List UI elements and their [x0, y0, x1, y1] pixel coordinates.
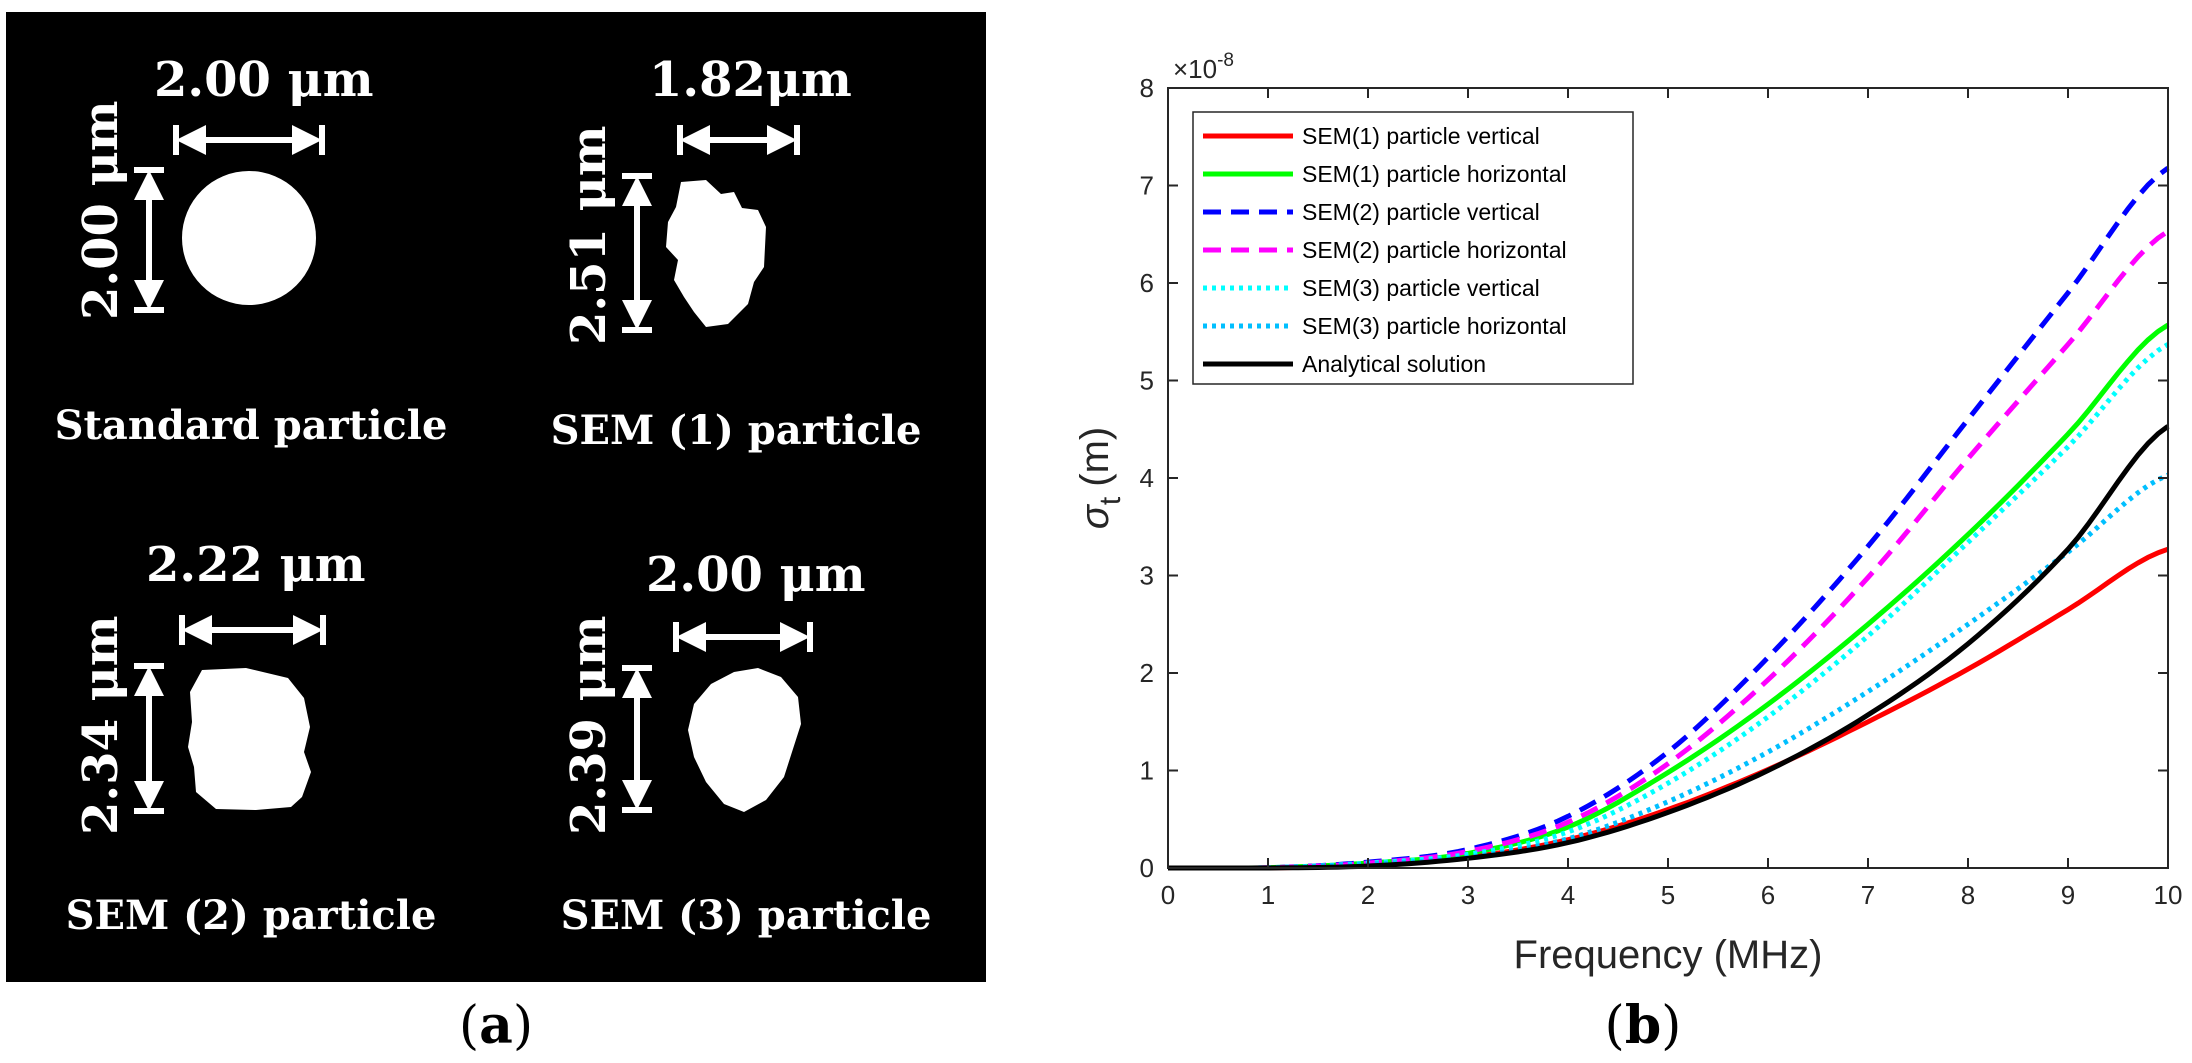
x-tick-label: 2 [1361, 880, 1375, 910]
sem2-width-label: 2.22 μm [146, 537, 366, 593]
sem1-particle-image [622, 125, 800, 333]
x-tick-label: 4 [1561, 880, 1575, 910]
y-tick-label: 7 [1140, 171, 1154, 201]
standard-width-label: 2.00 μm [154, 52, 374, 108]
sem2-particle-image [134, 615, 326, 814]
y-multiplier: ×10-8 [1173, 50, 1234, 84]
x-tick-label: 7 [1861, 880, 1875, 910]
sem1-particle-shape [666, 180, 766, 327]
x-tick-label: 3 [1461, 880, 1475, 910]
x-axis-title: Frequency (MHz) [1514, 933, 1823, 977]
panel-a-caption: (a) [458, 995, 534, 1056]
sem2-particle-shape [188, 668, 311, 810]
legend-entry-label: Analytical solution [1302, 351, 1486, 377]
sem2-particle-label: SEM (2) particle [65, 892, 437, 939]
legend-entry-label: SEM(3) particle horizontal [1302, 313, 1567, 339]
sem1-particle-label: SEM (1) particle [550, 407, 922, 454]
standard-particle-label: Standard particle [54, 402, 448, 449]
y-tick-label: 2 [1140, 658, 1154, 688]
y-tick-label: 0 [1140, 853, 1154, 883]
y-tick-label: 5 [1140, 366, 1154, 396]
legend-entry-label: SEM(1) particle vertical [1302, 123, 1540, 149]
x-tick-label: 10 [2154, 880, 2183, 910]
y-tick-label: 3 [1140, 561, 1154, 591]
series-line-4 [1168, 229, 2170, 871]
y-tick-label: 1 [1140, 756, 1154, 786]
legend-entry-label: SEM(2) particle horizontal [1302, 237, 1567, 263]
sem3-particle-image [622, 622, 813, 813]
x-tick-label: 5 [1661, 880, 1675, 910]
legend-entry-label: SEM(1) particle horizontal [1302, 161, 1567, 187]
y-tick-label: 8 [1140, 73, 1154, 103]
particle-shapes [134, 125, 813, 814]
particle-images-panel: 2.00 μm 2.00 μm Standard particle 1.82μm… [6, 12, 986, 982]
panel-b-caption: (b) [1604, 995, 1682, 1056]
y-tick-label: 4 [1140, 463, 1154, 493]
x-tick-label: 8 [1961, 880, 1975, 910]
x-tick-label: 1 [1261, 880, 1275, 910]
legend: SEM(1) particle vertical SEM(1) particle … [1192, 111, 1634, 385]
sem3-particle-label: SEM (3) particle [560, 892, 932, 939]
x-tick-label: 6 [1761, 880, 1775, 910]
sem1-width-label: 1.82μm [649, 52, 852, 108]
sem3-width-label: 2.00 μm [646, 547, 866, 603]
ticks-layer: 0 1 2 3 4 5 6 7 8 9 10 0 1 2 3 4 5 6 7 8 [1140, 73, 2183, 910]
x-tick-label: 9 [2061, 880, 2075, 910]
standard-particle-shape [182, 171, 316, 305]
series-line-5 [1168, 342, 2170, 871]
standard-particle-image [134, 125, 325, 313]
legend-entry-label: SEM(2) particle vertical [1302, 199, 1540, 225]
x-tick-label: 0 [1161, 880, 1175, 910]
y-axis-title: σt(m) [1073, 427, 1127, 529]
sem3-particle-shape [688, 668, 801, 812]
legend-entry-label: SEM(3) particle vertical [1302, 275, 1540, 301]
y-tick-label: 6 [1140, 268, 1154, 298]
